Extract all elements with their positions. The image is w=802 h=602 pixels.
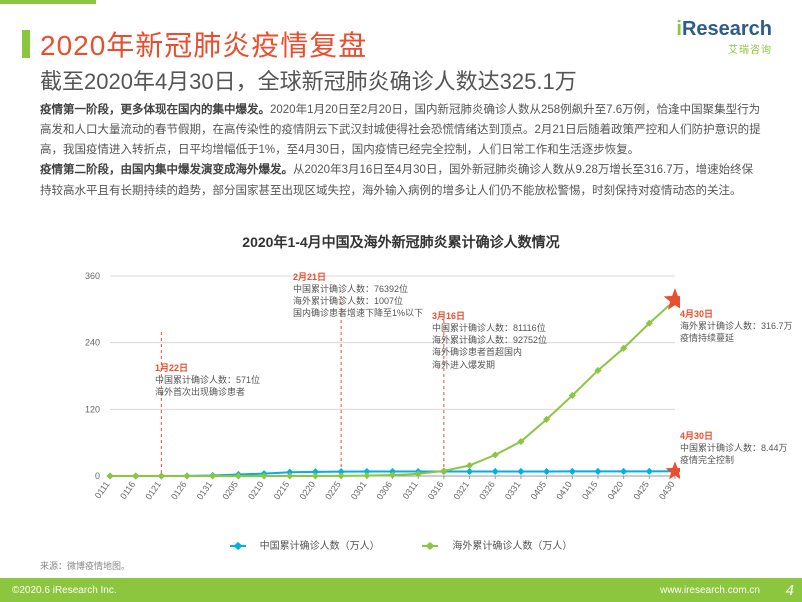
legend-swatch-overseas (422, 545, 438, 547)
svg-text:0131: 0131 (195, 479, 215, 501)
para1-bold: 疫情第一阶段，更多体现在国内的集中爆发。 (40, 104, 270, 116)
footer-copyright: ©2020.6 iResearch Inc. (12, 585, 117, 596)
svg-text:360: 360 (85, 271, 100, 281)
svg-text:0225: 0225 (323, 479, 343, 501)
page-number: 4 (786, 582, 794, 599)
chart-title: 2020年1-4月中国及海外新冠肺炎累计确诊人数情况 (0, 232, 802, 252)
svg-text:0215: 0215 (272, 479, 292, 501)
ann-0430b: 4月30日中国累计确诊人数：8.44万疫情完全控制 (680, 430, 788, 466)
legend-item-china: 中国累计确诊人数（万人） (220, 541, 393, 552)
svg-text:240: 240 (85, 338, 100, 348)
svg-text:0301: 0301 (349, 479, 369, 501)
svg-text:0326: 0326 (477, 479, 497, 501)
svg-text:0210: 0210 (246, 479, 266, 501)
svg-text:0331: 0331 (503, 479, 523, 501)
ann-0430a: 4月30日海外累计确诊人数：316.7万疫情持续蔓延 (680, 308, 793, 344)
svg-text:0306: 0306 (374, 479, 394, 501)
ann-0122: 1月22日中国累计确诊人数：571位海外首次出现确诊患者 (155, 362, 260, 398)
svg-text:0220: 0220 (297, 479, 317, 501)
svg-text:0420: 0420 (606, 479, 626, 501)
legend-item-overseas: 海外累计确诊人数（万人） (412, 541, 582, 552)
legend-label-china: 中国累计确诊人数（万人） (260, 541, 380, 552)
title-bar: 2020年新冠肺炎疫情复盘 (40, 24, 367, 64)
logo-main-text: Research (682, 18, 772, 40)
legend-label-overseas: 海外累计确诊人数（万人） (452, 541, 572, 552)
svg-text:0205: 0205 (220, 479, 240, 501)
svg-text:0111: 0111 (93, 479, 112, 500)
body-text: 疫情第一阶段，更多体现在国内的集中爆发。2020年1月20日至2月20日，国内新… (40, 100, 762, 201)
svg-text:0311: 0311 (401, 479, 420, 501)
para2-bold: 疫情第二阶段，由国内集中爆发演变成海外爆发。 (40, 164, 293, 176)
footer-bar: ©2020.6 iResearch Inc. www.iresearch.com… (0, 578, 802, 602)
paragraph-2: 疫情第二阶段，由国内集中爆发演变成海外爆发。从2020年3月16日至4月30日，… (40, 160, 762, 200)
brand-logo-sub: 艾瑞咨询 (676, 41, 772, 56)
svg-text:0126: 0126 (169, 479, 189, 501)
paragraph-1: 疫情第一阶段，更多体现在国内的集中爆发。2020年1月20日至2月20日，国内新… (40, 100, 762, 160)
source-note: 来源：微博疫情地图。 (40, 559, 130, 572)
brand-logo: iResearch 艾瑞咨询 (676, 18, 772, 56)
legend-swatch-china (230, 545, 246, 547)
svg-text:0430: 0430 (657, 479, 677, 501)
svg-text:0425: 0425 (631, 479, 651, 501)
svg-text:0116: 0116 (118, 479, 137, 501)
svg-text:120: 120 (85, 404, 100, 414)
brand-logo-text: iResearch (676, 18, 772, 41)
ann-0316: 3月16日中国累计确诊人数：81116位海外累计确诊人数：92752位海外确诊患… (432, 310, 547, 371)
svg-text:0415: 0415 (580, 479, 600, 501)
svg-text:0321: 0321 (452, 479, 472, 501)
svg-text:0: 0 (95, 471, 100, 481)
svg-text:0410: 0410 (554, 479, 574, 501)
chart-legend: 中国累计确诊人数（万人） 海外累计确诊人数（万人） (0, 537, 802, 552)
ann-0221: 2月21日中国累计确诊人数：76392位海外累计确诊人数：1007位国内确诊患者… (293, 271, 423, 320)
page-subtitle: 截至2020年4月30日，全球新冠肺炎确诊人数达325.1万 (40, 64, 577, 96)
page-title: 2020年新冠肺炎疫情复盘 (40, 24, 367, 64)
svg-text:0316: 0316 (426, 479, 446, 501)
svg-text:0405: 0405 (529, 479, 549, 501)
svg-text:0121: 0121 (143, 479, 163, 501)
footer-url: www.iresearch.com.cn (660, 585, 760, 596)
top-stripe (0, 0, 802, 4)
